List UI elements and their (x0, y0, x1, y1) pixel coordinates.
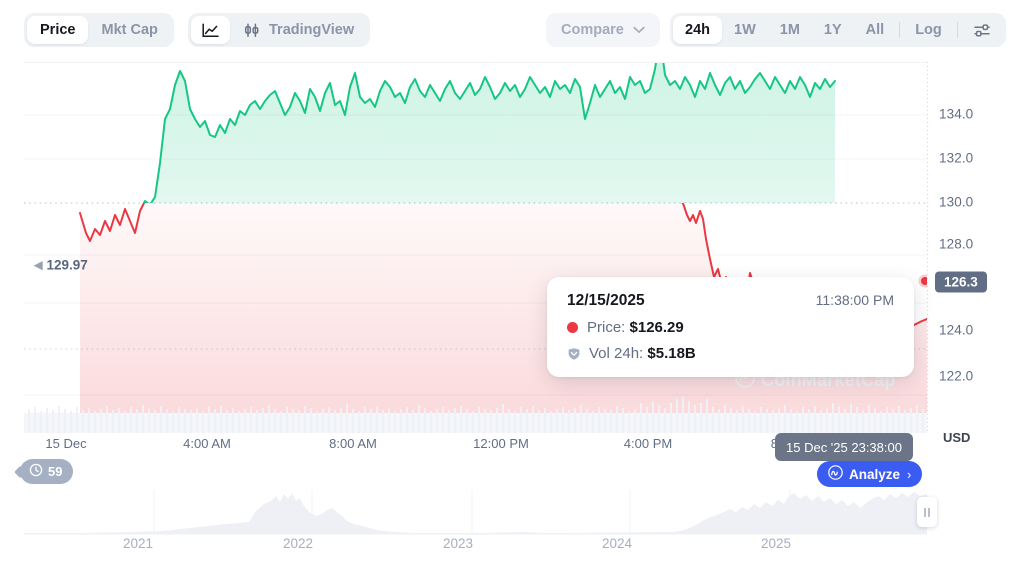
tooltip-price-value: $126.29 (629, 319, 684, 336)
nav-tick-2022: 2022 (282, 536, 314, 551)
price-line-down (79, 203, 146, 242)
tradingview-label: TradingView (269, 22, 355, 38)
price-line-up (142, 63, 836, 203)
candlestick-icon (243, 22, 261, 38)
y-axis: 134.0 132.0 130.0 128.0 126.3 124.0 122.… (927, 62, 1024, 445)
tooltip-price: Price: $126.29 (587, 319, 684, 336)
analyze-logo-icon (828, 465, 843, 483)
y-tick-134: 134.0 (939, 106, 974, 122)
pause-bars-icon (924, 507, 926, 517)
y-axis-unit: USD (943, 430, 971, 445)
range-tab-1y[interactable]: 1Y (823, 22, 842, 38)
chart-toolbar: Price Mkt Cap (0, 0, 1024, 56)
x-tick-0: 15 Dec (45, 436, 87, 451)
range-tab-group: 24h 1W 1M 1Y All Log (670, 13, 1006, 47)
x-tick-2: 8:00 AM (329, 436, 377, 451)
chevron-right-icon: › (907, 466, 912, 482)
tooltip-volume-value: $5.18B (647, 345, 696, 362)
nav-tick-2021: 2021 (122, 536, 154, 551)
navigator-right-handle[interactable] (917, 497, 937, 527)
tooltip-volume-label: Vol 24h: (589, 345, 644, 362)
range-tab-1m[interactable]: 1M (779, 22, 800, 38)
tooltip-price-label: Price: (587, 319, 626, 336)
nav-tick-2025: 2025 (760, 536, 792, 551)
nav-tick-2023: 2023 (442, 536, 474, 551)
tab-tradingview[interactable]: TradingView (230, 16, 367, 44)
tooltip-volume: Vol 24h: $5.18B (589, 345, 696, 362)
price-series-dot-icon (567, 322, 578, 333)
metric-tab-group: Price Mkt Cap (24, 13, 174, 47)
price-plot-svg (24, 63, 927, 433)
y-tick-122: 122.0 (939, 368, 974, 384)
divider (899, 22, 901, 38)
line-chart-icon (202, 22, 219, 38)
volume-bars (24, 397, 927, 433)
price-tooltip: 12/15/2025 11:38:00 PM Price: $126.29 Vo… (547, 277, 914, 377)
tooltip-date: 12/15/2025 (567, 292, 645, 309)
tab-line-chart[interactable] (191, 16, 230, 44)
clock-icon (29, 463, 43, 480)
tooltip-price-row: Price: $126.29 (567, 319, 894, 336)
current-price-tag: 126.3 (935, 271, 987, 293)
baseline-price-value: 129.97 (46, 257, 88, 273)
y-tick-128: 128.0 (939, 236, 974, 252)
compare-label: Compare (561, 22, 624, 38)
x-tick-1: 4:00 AM (183, 436, 231, 451)
navigator-area (24, 492, 927, 534)
countdown-value: 59 (48, 464, 63, 479)
navigator-x-axis: 2021 2022 2023 2024 2025 (24, 536, 927, 558)
range-tab-1w[interactable]: 1W (734, 22, 756, 38)
y-tick-132: 132.0 (939, 150, 974, 166)
navigator-svg (24, 490, 927, 535)
crosshair-date-chip: 15 Dec '25 23:38:00 (775, 433, 913, 461)
range-tab-all[interactable]: All (865, 22, 885, 38)
range-navigator[interactable] (24, 490, 927, 535)
x-tick-4: 4:00 PM (623, 436, 673, 451)
y-tick-124: 124.0 (939, 322, 974, 338)
price-plot (24, 63, 927, 433)
pause-bars-icon (928, 507, 930, 517)
tab-price[interactable]: Price (27, 16, 89, 44)
tooltip-header: 12/15/2025 11:38:00 PM (567, 292, 894, 310)
analyze-label: Analyze (849, 466, 901, 482)
chart-type-group: TradingView (188, 13, 371, 47)
range-tab-24h[interactable]: 24h (673, 16, 722, 44)
tooltip-time: 11:38:00 PM (815, 292, 894, 308)
volume-shield-icon (567, 347, 580, 360)
refresh-countdown-badge[interactable]: 59 (20, 459, 74, 484)
baseline-price-label: ◀ 129.97 (34, 258, 88, 273)
nav-tick-2024: 2024 (601, 536, 633, 551)
chevron-down-icon (633, 26, 645, 34)
log-scale-toggle[interactable]: Log (915, 22, 942, 38)
tooltip-volume-row: Vol 24h: $5.18B (567, 345, 894, 362)
y-axis-dotted-rail (927, 62, 928, 432)
compare-dropdown[interactable]: Compare (546, 13, 660, 47)
baseline-caret-icon: ◀ (34, 259, 43, 272)
x-tick-3: 12:00 PM (473, 436, 529, 451)
chart-settings-button[interactable] (961, 16, 1003, 44)
divider (956, 22, 958, 38)
sliders-icon (973, 23, 991, 38)
compare-button[interactable]: Compare (549, 16, 657, 44)
tab-mkt-cap[interactable]: Mkt Cap (101, 22, 158, 38)
y-tick-130: 130.0 (939, 194, 974, 210)
current-price-marker (918, 274, 927, 288)
analyze-button[interactable]: Analyze › (817, 461, 923, 487)
